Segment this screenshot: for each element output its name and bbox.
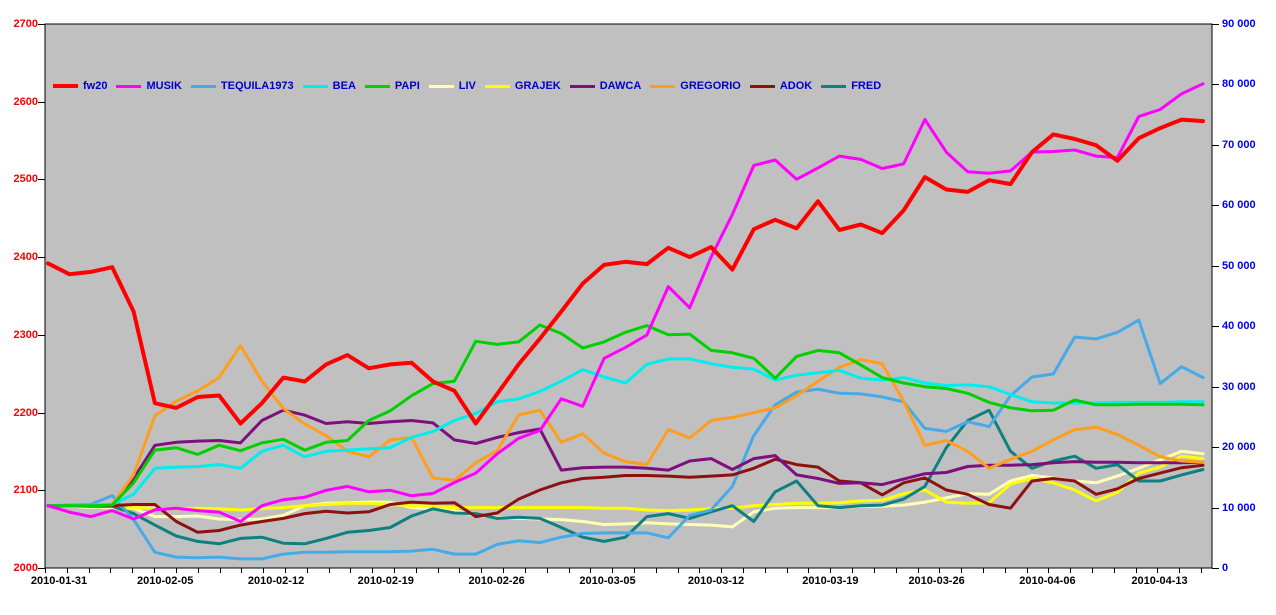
legend-label: MUSIK (146, 80, 182, 92)
legend-key-line (190, 84, 216, 88)
x-axis-label: 2010-02-05 (137, 575, 194, 587)
left-axis-label: 2500 (13, 173, 38, 186)
legend-item-gregorio: GREGORIO (650, 80, 741, 92)
right-axis-label: 30 000 (1222, 380, 1256, 393)
x-axis-label: 2010-02-19 (357, 575, 414, 587)
legend-label: GREGORIO (680, 80, 741, 92)
x-axis-label: 2010-02-12 (247, 575, 305, 587)
right-axis-label: 60 000 (1222, 199, 1256, 212)
legend-item-musik: MUSIK (116, 80, 182, 92)
x-axis-label: 2010-03-19 (802, 575, 859, 587)
legend-item-liv: LIV (428, 80, 476, 92)
left-axis-label: 2600 (13, 95, 38, 108)
legend-label: BEA (332, 80, 356, 92)
series-line-DAWCA (46, 408, 1205, 508)
legend-key-line (650, 84, 676, 88)
legend-item-papi: PAPI (364, 80, 420, 92)
legend-item-fw20: fw20 (53, 80, 107, 92)
right-axis-label: 50 000 (1222, 259, 1256, 272)
left-axis-label: 2400 (13, 251, 38, 264)
legend-item-dawca: DAWCA (569, 80, 642, 92)
right-axis-label: 90 000 (1222, 18, 1256, 30)
left-axis-label: 2700 (13, 18, 38, 30)
legend-label: PAPI (394, 80, 420, 92)
legend-item-adok: ADOK (749, 80, 813, 92)
series-line-GRAJEK (46, 454, 1205, 513)
x-axis-label: 2010-01-31 (30, 575, 88, 587)
legend-key-line (569, 84, 595, 88)
x-axis-label: 2010-03-26 (908, 575, 965, 587)
x-axis-label: 2010-04-06 (1019, 575, 1076, 587)
plot-area (44, 23, 1213, 569)
legend-key-line (302, 84, 328, 88)
legend-key-line (484, 84, 510, 88)
series-line-BEA (46, 357, 1205, 508)
legend-key-line (749, 84, 775, 88)
legend-key-line (428, 84, 454, 88)
legend-key-line (364, 84, 390, 88)
series-line-fw20 (46, 117, 1205, 426)
legend-label: ADOK (779, 80, 813, 92)
x-axis-label: 2010-02-26 (468, 575, 525, 587)
legend: fw20 MUSIK TEQUILA1973 BEA PAPI LIV GRAJEK DAWC… (53, 80, 881, 92)
series-line-PAPI (46, 323, 1205, 508)
right-axis-label: 0 (1222, 562, 1229, 574)
legend-label: LIV (458, 80, 476, 92)
legend-label: DAWCA (599, 80, 642, 92)
right-axis-label: 10 000 (1222, 501, 1256, 514)
series-line-LIV (46, 449, 1205, 529)
right-axis-label: 40 000 (1222, 320, 1256, 333)
x-axis-label: 2010-04-13 (1131, 575, 1188, 587)
legend-item-bea: BEA (302, 80, 356, 92)
right-axis-label: 20 000 (1222, 441, 1256, 454)
x-axis-label: 2010-03-12 (687, 575, 745, 587)
left-axis-label: 2100 (13, 484, 38, 497)
x-axis-label: 2010-03-05 (579, 575, 636, 587)
legend-key-line (821, 84, 847, 88)
legend-item-fred: FRED (821, 80, 881, 92)
left-axis-label: 2200 (13, 406, 38, 419)
legend-key-line (53, 84, 78, 88)
legend-label: fw20 (83, 80, 108, 92)
left-axis-label: 2000 (13, 562, 38, 574)
series-line-GREGORIO (46, 344, 1205, 508)
legend-item-grajek: GRAJEK (484, 80, 561, 92)
legend-key-line (116, 84, 142, 88)
series-line-FRED (46, 408, 1205, 546)
legend-label: TEQUILA1973 (220, 80, 294, 92)
series-line-ADOK (46, 457, 1205, 534)
right-axis-label: 70 000 (1222, 138, 1256, 151)
legend-item-tequila1973: TEQUILA1973 (190, 80, 294, 92)
legend-label: FRED (851, 80, 882, 92)
legend-label: GRAJEK (514, 80, 561, 92)
right-axis-label: 80 000 (1222, 78, 1256, 91)
series-line-MUSIK (46, 82, 1205, 523)
left-axis-label: 2300 (13, 328, 38, 341)
